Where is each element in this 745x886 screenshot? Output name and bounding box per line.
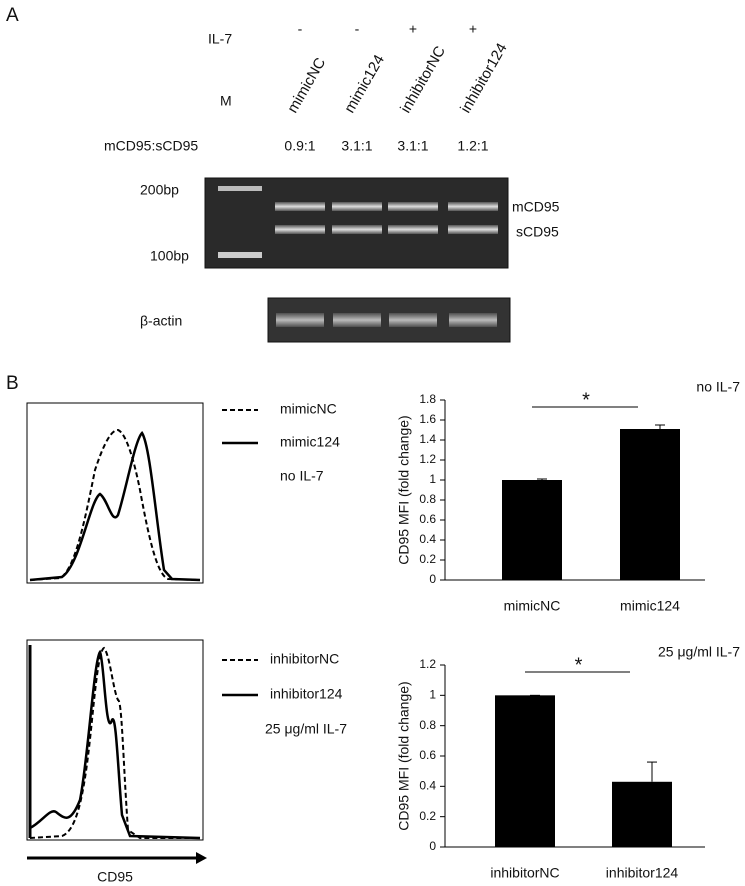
x-axis-label: CD95: [97, 869, 133, 885]
actin-band: [276, 313, 324, 327]
control-label: β-actin: [140, 313, 182, 329]
legend-entry: mimicNC: [280, 401, 337, 417]
ratio: 0.9:1: [284, 138, 315, 154]
y-tick-label: 0.6: [419, 512, 436, 526]
y-tick-label: 0.8: [419, 718, 436, 732]
bar: [502, 480, 562, 580]
y-tick-label: 0.2: [419, 809, 436, 823]
condition: no IL-7: [280, 468, 324, 484]
gel-band: [332, 202, 382, 211]
marker-lane: M: [220, 93, 232, 109]
lane-label: inhibitorNC: [397, 43, 449, 116]
size-marker: 200bp: [140, 182, 179, 198]
gel-band: [448, 225, 498, 234]
bar: [612, 781, 672, 847]
annotation: *: [575, 654, 583, 676]
actin-band: [389, 313, 437, 327]
x-tick-label: mimic124: [620, 598, 680, 614]
bar: [620, 429, 680, 580]
gel-band: [275, 202, 325, 211]
il7-sign: -: [298, 21, 303, 37]
bar: [495, 695, 555, 847]
histogram: [26, 402, 258, 584]
lane-label: mimicNC: [284, 55, 329, 116]
legend-entry: inhibitorNC: [270, 651, 339, 667]
y-tick-label: 1.4: [419, 432, 436, 446]
y-axis-label: CD95 MFI (fold change): [396, 681, 412, 830]
gel-band: [388, 202, 438, 211]
y-tick-label: 1.2: [419, 657, 436, 671]
y-axis-label: CD95 MFI (fold change): [396, 415, 412, 564]
y-tick-label: 0.6: [419, 748, 436, 762]
lane-label: inhibitor124: [457, 40, 511, 116]
ratio: 3.1:1: [397, 138, 428, 154]
il7-sign: +: [409, 21, 417, 37]
panel-label: A: [6, 5, 19, 26]
x-tick-label: inhibitorNC: [490, 865, 559, 881]
y-tick-label: 1: [429, 472, 436, 486]
lane-label: mimic124: [341, 52, 388, 116]
il7-sign: +: [469, 21, 477, 37]
band-label: mCD95: [512, 199, 560, 215]
panel-label: B: [6, 373, 19, 394]
y-tick-label: 0.2: [419, 552, 436, 566]
ratio-label: mCD95:sCD95: [104, 138, 198, 154]
gel-band: [448, 202, 498, 211]
y-tick-label: 0: [429, 839, 436, 853]
y-tick-label: 1.2: [419, 452, 436, 466]
gel-band: [332, 225, 382, 234]
y-tick-label: 0.8: [419, 492, 436, 506]
gel: [204, 177, 509, 269]
legend-entry: mimic124: [280, 434, 340, 450]
annotation: *: [582, 389, 590, 411]
y-tick-label: 1.8: [419, 392, 436, 406]
gel-band: [388, 225, 438, 234]
il7-sign: -: [355, 21, 360, 37]
legend-entry: inhibitor124: [270, 686, 343, 702]
ratio: 1.2:1: [457, 138, 488, 154]
y-tick-label: 0.4: [419, 532, 436, 546]
x-tick-label: mimicNC: [504, 598, 561, 614]
histogram: [26, 639, 258, 864]
size-marker: 100bp: [150, 248, 189, 264]
y-tick-label: 1: [429, 688, 436, 702]
condition: no IL-7: [696, 379, 740, 395]
x-tick-label: inhibitor124: [606, 865, 679, 881]
ratio: 3.1:1: [341, 138, 372, 154]
band-label: sCD95: [516, 224, 559, 240]
y-tick-label: 0.4: [419, 779, 436, 793]
condition: 25 μg/ml IL-7: [658, 644, 740, 660]
actin-band: [449, 313, 497, 327]
gel-band: [275, 225, 325, 234]
actin-band: [333, 313, 381, 327]
y-tick-label: 1.6: [419, 412, 436, 426]
il7-label: IL-7: [208, 31, 232, 47]
y-tick-label: 0: [429, 572, 436, 586]
condition: 25 μg/ml IL-7: [265, 721, 347, 737]
